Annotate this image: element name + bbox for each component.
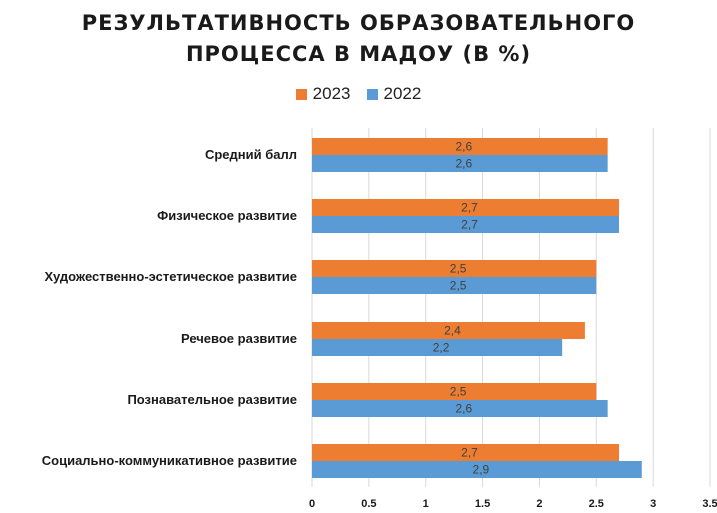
- x-tick-label: 0: [309, 498, 315, 510]
- data-label-2022: 2,7: [461, 218, 478, 232]
- x-tick-label: 3: [650, 498, 656, 510]
- data-label-2023: 2,4: [444, 324, 461, 338]
- bar-2023-4: [312, 383, 597, 400]
- bar-2023-0: [312, 138, 608, 155]
- chart-title-line-1: РЕЗУЛЬТАТИВНОСТЬ ОБРАЗОВАТЕЛЬНОГО: [81, 11, 636, 35]
- x-tick-label: 1: [423, 498, 429, 510]
- data-label-2022: 2,2: [433, 341, 450, 355]
- x-tick-label: 0.5: [361, 498, 376, 510]
- bar-2023-3: [312, 322, 585, 339]
- data-label-2022: 2,5: [450, 279, 467, 293]
- category-label: Художественно-эстетическое развитие: [45, 269, 298, 284]
- bar-2023-5: [312, 444, 620, 461]
- bar-2023-1: [312, 199, 620, 216]
- legend-swatch-2022: [366, 88, 378, 100]
- bar-2022-2: [312, 277, 597, 294]
- data-label-2023: 2,7: [461, 446, 478, 460]
- chart-title-line-2: ПРОЦЕССА В МАДОУ (В %): [185, 42, 532, 66]
- bar-2022-0: [312, 155, 608, 172]
- data-label-2022: 2,6: [455, 402, 472, 416]
- x-tick-label: 2.5: [589, 498, 604, 510]
- legend-swatch-2023: [295, 88, 307, 100]
- data-label-2023: 2,5: [450, 385, 467, 399]
- data-label-2023: 2,5: [450, 262, 467, 276]
- data-label-2022: 2,9: [473, 463, 490, 477]
- bar-2022-3: [312, 339, 563, 356]
- category-label: Средний балл: [205, 147, 297, 162]
- category-label: Познавательное развитие: [127, 392, 297, 407]
- legend-item-2022: 2022: [366, 84, 422, 104]
- bar-2023-2: [312, 260, 597, 277]
- bar-2022-5: [312, 461, 642, 478]
- category-label: Социально-коммуникативное развитие: [42, 453, 297, 468]
- legend-item-2023: 2023: [295, 84, 351, 104]
- legend: 2023 2022: [0, 84, 717, 104]
- data-label-2023: 2,7: [461, 201, 478, 215]
- data-label-2022: 2,6: [455, 157, 472, 171]
- category-label: Физическое развитие: [157, 208, 297, 223]
- category-label: Речевое развитие: [181, 331, 297, 346]
- x-tick-label: 1.5: [475, 498, 490, 510]
- bar-2022-4: [312, 400, 608, 417]
- legend-label-2022: 2022: [383, 84, 422, 103]
- bar-2022-1: [312, 216, 620, 233]
- data-label-2023: 2,6: [455, 140, 472, 154]
- chart-title: РЕЗУЛЬТАТИВНОСТЬ ОБРАЗОВАТЕЛЬНОГО ПРОЦЕС…: [0, 8, 717, 70]
- legend-label-2023: 2023: [312, 84, 351, 103]
- x-tick-label: 3.5: [702, 498, 717, 510]
- x-tick-label: 2: [536, 498, 542, 510]
